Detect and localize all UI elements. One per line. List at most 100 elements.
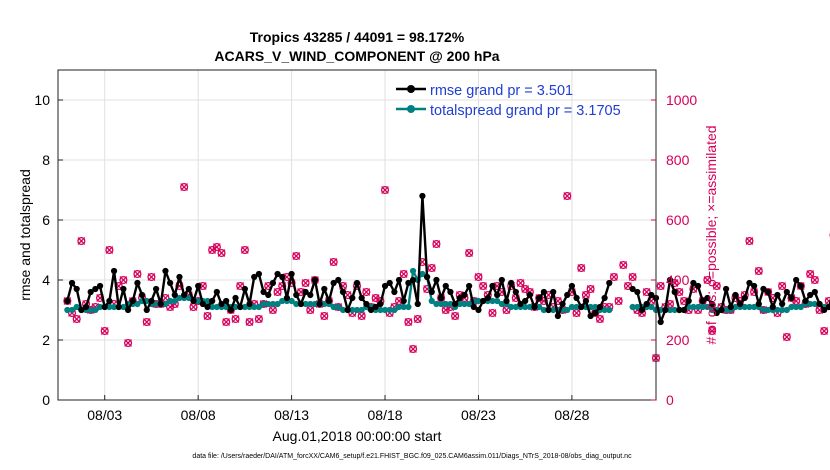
- obs-possible-point: [820, 326, 829, 336]
- spread-point: [176, 294, 183, 302]
- rmse-point: [153, 285, 160, 293]
- obs-assimilated-point: [656, 282, 665, 290]
- rmse-point: [316, 300, 323, 308]
- spread-point: [386, 306, 393, 314]
- rmse-point: [522, 297, 529, 305]
- rmse-point: [433, 276, 440, 284]
- rmse-point: [797, 282, 804, 290]
- rmse-point: [592, 309, 599, 317]
- obs-possible-point: [147, 272, 156, 282]
- rmse-point: [769, 303, 776, 311]
- obs-possible-point: [292, 251, 301, 261]
- rmse-point: [386, 279, 393, 287]
- y-tick-label-left: 8: [42, 152, 50, 168]
- spread-point: [751, 303, 758, 311]
- rmse-point: [788, 294, 795, 302]
- rmse-point: [87, 288, 94, 296]
- obs-assimilated-point: [441, 306, 450, 314]
- obs-assimilated-point: [208, 246, 217, 254]
- rmse-point: [171, 291, 178, 299]
- spread-point: [409, 267, 417, 275]
- rmse-point: [746, 279, 753, 287]
- spread-point: [293, 300, 300, 308]
- legend: rmse grand pr = 3.501 totalspread grand …: [396, 83, 621, 119]
- obs-possible-point: [222, 317, 231, 327]
- spread-point: [68, 306, 76, 314]
- rmse-point: [676, 306, 683, 314]
- obs-possible-point: [427, 263, 436, 273]
- rmse-point: [722, 285, 730, 293]
- spread-point: [540, 306, 547, 314]
- spread-point: [213, 303, 220, 311]
- rmse-point: [643, 300, 650, 308]
- obs-possible-point: [231, 314, 240, 324]
- spread-point: [353, 306, 361, 314]
- rmse-point: [662, 306, 669, 314]
- rmse-point: [470, 303, 477, 311]
- rmse-series: [64, 192, 830, 326]
- y-tick-label-right: 1000: [666, 92, 697, 108]
- spread-point: [475, 297, 482, 305]
- obs-assimilated-point: [119, 276, 128, 284]
- rmse-point: [213, 288, 220, 296]
- rmse-point: [699, 297, 706, 305]
- spread-point: [260, 300, 267, 308]
- obs-possible-point: [105, 245, 114, 255]
- obs-assimilated-point: [577, 264, 586, 272]
- obs-assimilated-point: [203, 312, 212, 320]
- obs-assimilated-point: [198, 282, 207, 290]
- obs-possible-point: [656, 281, 665, 291]
- obs-possible-point: [712, 281, 721, 291]
- obs-possible-point: [609, 272, 619, 282]
- spread-point: [232, 303, 239, 311]
- obs-possible-point: [413, 314, 422, 324]
- rmse-point: [554, 312, 561, 320]
- rmse-point: [181, 291, 188, 299]
- rmse-point: [825, 303, 830, 311]
- spread-point: [671, 306, 678, 314]
- obs-assimilated-point: [395, 297, 403, 305]
- spread-point: [456, 300, 463, 308]
- obs-possible-point: [180, 182, 189, 192]
- obs-assimilated-point: [72, 315, 81, 323]
- rmse-point: [353, 279, 361, 287]
- rmse-point: [596, 303, 604, 311]
- obs-possible-point: [563, 191, 572, 201]
- obs-possible-point: [488, 308, 497, 318]
- spread-point: [592, 303, 599, 311]
- obs-assimilated-point: [292, 252, 301, 260]
- spread-point: [634, 303, 641, 311]
- rmse-point: [634, 288, 641, 296]
- rmse-point: [489, 282, 496, 290]
- rmse-point: [391, 288, 398, 296]
- spread-point: [442, 300, 449, 308]
- rmse-point: [129, 297, 136, 305]
- rmse-point: [774, 291, 781, 299]
- rmse-point: [395, 276, 403, 284]
- rmse-point: [531, 303, 538, 311]
- spread-point: [153, 300, 160, 308]
- spread-point: [288, 297, 295, 305]
- rmse-point: [811, 288, 818, 296]
- rmse-point: [167, 279, 174, 287]
- rmse-point: [732, 291, 739, 299]
- rmse-point: [381, 282, 389, 290]
- rmse-point: [344, 306, 351, 314]
- chart-title-line1: Tropics 43285 / 44091 = 98.172%: [250, 29, 465, 45]
- rmse-point: [629, 285, 636, 293]
- y-tick-label-right: 0: [666, 392, 674, 408]
- y-tick-label-left: 6: [42, 212, 50, 228]
- spread-point: [73, 303, 80, 311]
- obs-assimilated-point: [409, 345, 417, 353]
- spread-point: [110, 303, 118, 311]
- x-tick-label: 08/18: [368, 407, 403, 423]
- spread-point: [377, 306, 384, 314]
- spread-point: [629, 303, 636, 311]
- rmse-point: [680, 306, 688, 314]
- obs-assimilated-point: [586, 285, 595, 293]
- rmse-point: [475, 306, 482, 314]
- spread-point: [106, 303, 113, 311]
- obs-assimilated-point: [824, 297, 830, 305]
- rmse-point: [339, 288, 347, 296]
- rmse-point: [564, 291, 571, 299]
